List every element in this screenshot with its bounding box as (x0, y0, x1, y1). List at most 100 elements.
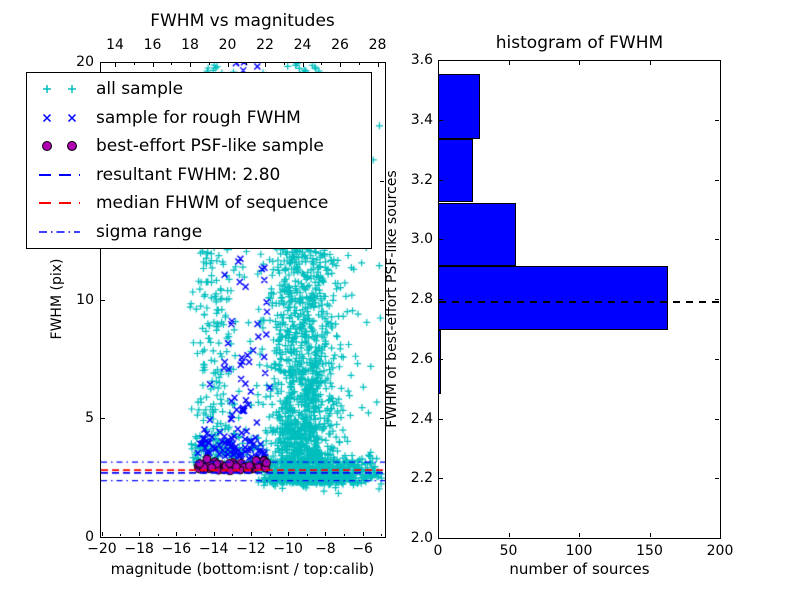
scatter-top-xtick-label: 14 (106, 37, 124, 53)
legend-entry: sample for rough FWHM (27, 104, 371, 131)
scatter-xtick-label: −18 (124, 541, 154, 557)
tick-mark (715, 358, 719, 360)
tick-mark (340, 63, 341, 67)
tick-mark (157, 534, 159, 536)
tick-mark (380, 537, 384, 538)
tick-mark (439, 538, 443, 539)
legend-label: sample for rough FWHM (96, 107, 301, 128)
tick-mark (176, 532, 178, 536)
scatter-xtick-label: −6 (352, 541, 373, 557)
tick-mark (120, 534, 122, 536)
tick-mark (380, 180, 384, 182)
tick-mark (715, 418, 719, 420)
histogram-bar (438, 202, 516, 267)
legend-label: sigma range (96, 221, 203, 242)
tick-mark (439, 478, 443, 480)
scatter-xtick-label: −10 (273, 541, 303, 557)
tick-mark (438, 61, 439, 65)
scatter-xtick-label: −16 (161, 541, 192, 557)
scatter-top-xtick-label: 24 (293, 37, 312, 53)
tick-mark (362, 532, 364, 536)
legend-label: all sample (96, 79, 184, 100)
tick-mark (213, 532, 215, 536)
tick-mark (246, 63, 248, 65)
scatter-ytick-label: 5 (85, 410, 94, 427)
tick-mark (380, 299, 384, 301)
histogram-ytick-label: 3.0 (410, 231, 433, 248)
histogram-bar (438, 74, 481, 139)
histogram-xtick-label: 150 (636, 543, 663, 559)
tick-mark (265, 63, 266, 67)
scatter-title: FWHM vs magnitudes (150, 11, 335, 31)
tick-mark (227, 63, 229, 67)
histogram-title: histogram of FWHM (495, 33, 664, 53)
legend-entry: best-effort PSF-like sample (27, 133, 371, 160)
tick-mark (438, 533, 439, 537)
tick-mark (325, 532, 327, 536)
tick-mark (439, 60, 443, 61)
histogram-median-dashed-line (439, 300, 725, 303)
tick-mark (715, 60, 719, 61)
scatter-ytick-label: 10 (76, 291, 94, 308)
dash-marker-icon (39, 173, 80, 176)
tick-mark (439, 418, 443, 420)
tick-mark (715, 179, 719, 181)
tick-mark (101, 62, 105, 63)
tick-mark (720, 61, 721, 65)
scatter-xtick-label: −12 (236, 541, 266, 557)
scatter-xtick-label: −14 (198, 541, 229, 557)
tick-mark (250, 532, 252, 536)
legend-label: best-effort PSF-like sample (96, 136, 324, 157)
scatter-top-xtick-label: 26 (331, 37, 349, 53)
tick-mark (439, 119, 443, 121)
tick-mark (288, 532, 290, 536)
tick-mark (101, 418, 105, 420)
histogram-ytick-label: 3.2 (410, 171, 433, 188)
tick-mark (649, 61, 651, 65)
tick-mark (579, 61, 580, 65)
x-marker-icon (42, 113, 77, 122)
legend-label: median FHWM of sequence (96, 193, 329, 214)
tick-mark (439, 358, 443, 360)
tick-mark (139, 532, 141, 536)
tick-mark (579, 533, 580, 537)
tick-mark (232, 534, 234, 536)
tick-mark (715, 119, 719, 121)
tick-mark (720, 533, 721, 537)
scatter-legend: all sample sample for rough FWHM best-effo… (26, 72, 372, 249)
dashdot-marker-icon (39, 230, 80, 233)
histogram-xtick-label: 100 (565, 543, 593, 559)
tick-mark (195, 534, 196, 536)
histogram-ytick-label: 2.0 (410, 530, 433, 546)
tick-mark (508, 533, 510, 537)
tick-mark (715, 299, 719, 300)
scatter-ytick-label: 20 (76, 54, 94, 70)
legend-entry: resultant FWHM: 2.80 (27, 161, 371, 188)
scatter-top-xtick-label: 28 (368, 37, 387, 53)
tick-mark (439, 179, 443, 181)
scatter-top-xtick-label: 20 (218, 37, 237, 53)
dash-marker-icon (39, 202, 80, 205)
legend-label: resultant FWHM: 2.80 (96, 164, 281, 185)
scatter-top-xtick-label: 16 (143, 37, 162, 53)
tick-mark (302, 63, 304, 67)
legend-entry: median FHWM of sequence (27, 190, 371, 217)
tick-mark (101, 299, 105, 301)
tick-mark (358, 63, 360, 65)
tick-mark (380, 418, 384, 420)
scatter-top-xtick-label: 18 (181, 37, 199, 53)
tick-mark (715, 239, 719, 241)
tick-mark (101, 537, 105, 538)
scatter-ytick-label: 0 (85, 529, 94, 545)
tick-mark (439, 299, 443, 300)
tick-mark (152, 63, 154, 67)
plus-marker-icon (43, 85, 76, 94)
tick-mark (133, 63, 135, 65)
histogram-xtick-label: 0 (433, 543, 443, 559)
tick-mark (508, 61, 510, 65)
histogram-ytick-label: 2.2 (410, 470, 433, 487)
tick-mark (344, 534, 346, 536)
histogram-ytick-label: 3.4 (410, 111, 433, 128)
tick-mark (269, 534, 271, 536)
